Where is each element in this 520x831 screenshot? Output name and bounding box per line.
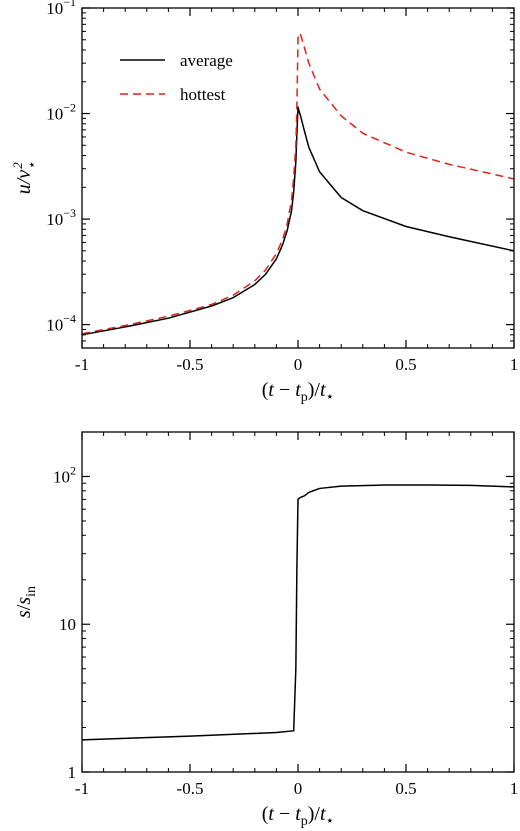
bottom-y-axis-label: s/sin — [13, 586, 39, 618]
top-y-tick-label: 10−3 — [46, 206, 76, 229]
top-ticks: -1 -0.5 0 0.5 1 10−4 10−3 10−2 10−1 — [46, 0, 518, 374]
top-x-tick-label: -1 — [75, 355, 89, 374]
top-y-axis-label: u/v⋆2 — [10, 162, 39, 195]
top-y-tick-label: 10−4 — [46, 312, 76, 335]
top-axes-frame — [81, 7, 515, 349]
bottom-x-tick-label: 1 — [510, 779, 519, 798]
top-panel: -1 -0.5 0 0.5 1 10−4 10−3 10−2 10−1 average hott… — [10, 0, 518, 405]
top-x-tick-label: 1 — [510, 355, 519, 374]
bottom-ticks: -1 -0.5 0 0.5 1 1 10 102 — [53, 431, 519, 798]
top-x-tick-label: 0.5 — [395, 355, 416, 374]
top-y-tick-label: 10−2 — [46, 101, 76, 124]
bottom-panel: -1 -0.5 0 0.5 1 1 10 102 s/sin (t − tp)/t⋆ — [13, 431, 519, 829]
bottom-x-tick-label: 0 — [294, 779, 303, 798]
top-series-average-line — [81, 106, 515, 336]
bottom-x-tick-label: -0.5 — [177, 779, 204, 798]
bottom-plot-area — [81, 484, 515, 741]
svg-text:(t − tp)/t⋆: (t − tp)/t⋆ — [262, 379, 335, 405]
bottom-x-tick-label: -1 — [75, 779, 89, 798]
top-x-tick-label: -0.5 — [177, 355, 204, 374]
top-plot-area — [81, 32, 515, 336]
legend-average-label: average — [180, 51, 233, 70]
bottom-series-0-line — [81, 484, 515, 741]
bottom-x-tick-label: 0.5 — [395, 779, 416, 798]
bottom-y-tick-label: 1 — [68, 763, 77, 782]
bottom-y-tick-label: 10 — [59, 615, 76, 634]
bottom-x-axis-label: (t − tp)/t⋆ — [262, 803, 335, 829]
bottom-y-tick-label: 102 — [53, 463, 76, 486]
top-x-tick-label: 0 — [294, 355, 303, 374]
top-x-axis-label: (t − tp)/t⋆ — [262, 379, 335, 405]
bottom-axes-frame — [81, 431, 515, 773]
top-legend: average hottest — [120, 51, 233, 104]
legend-hottest-label: hottest — [180, 85, 226, 104]
top-y-tick-label: 10−1 — [46, 0, 76, 18]
top-series-hottest-line — [81, 32, 515, 335]
svg-text:u/v⋆2: u/v⋆2 — [10, 162, 39, 195]
svg-text:(t − tp)/t⋆: (t − tp)/t⋆ — [262, 803, 335, 829]
svg-text:s/sin: s/sin — [13, 586, 39, 618]
